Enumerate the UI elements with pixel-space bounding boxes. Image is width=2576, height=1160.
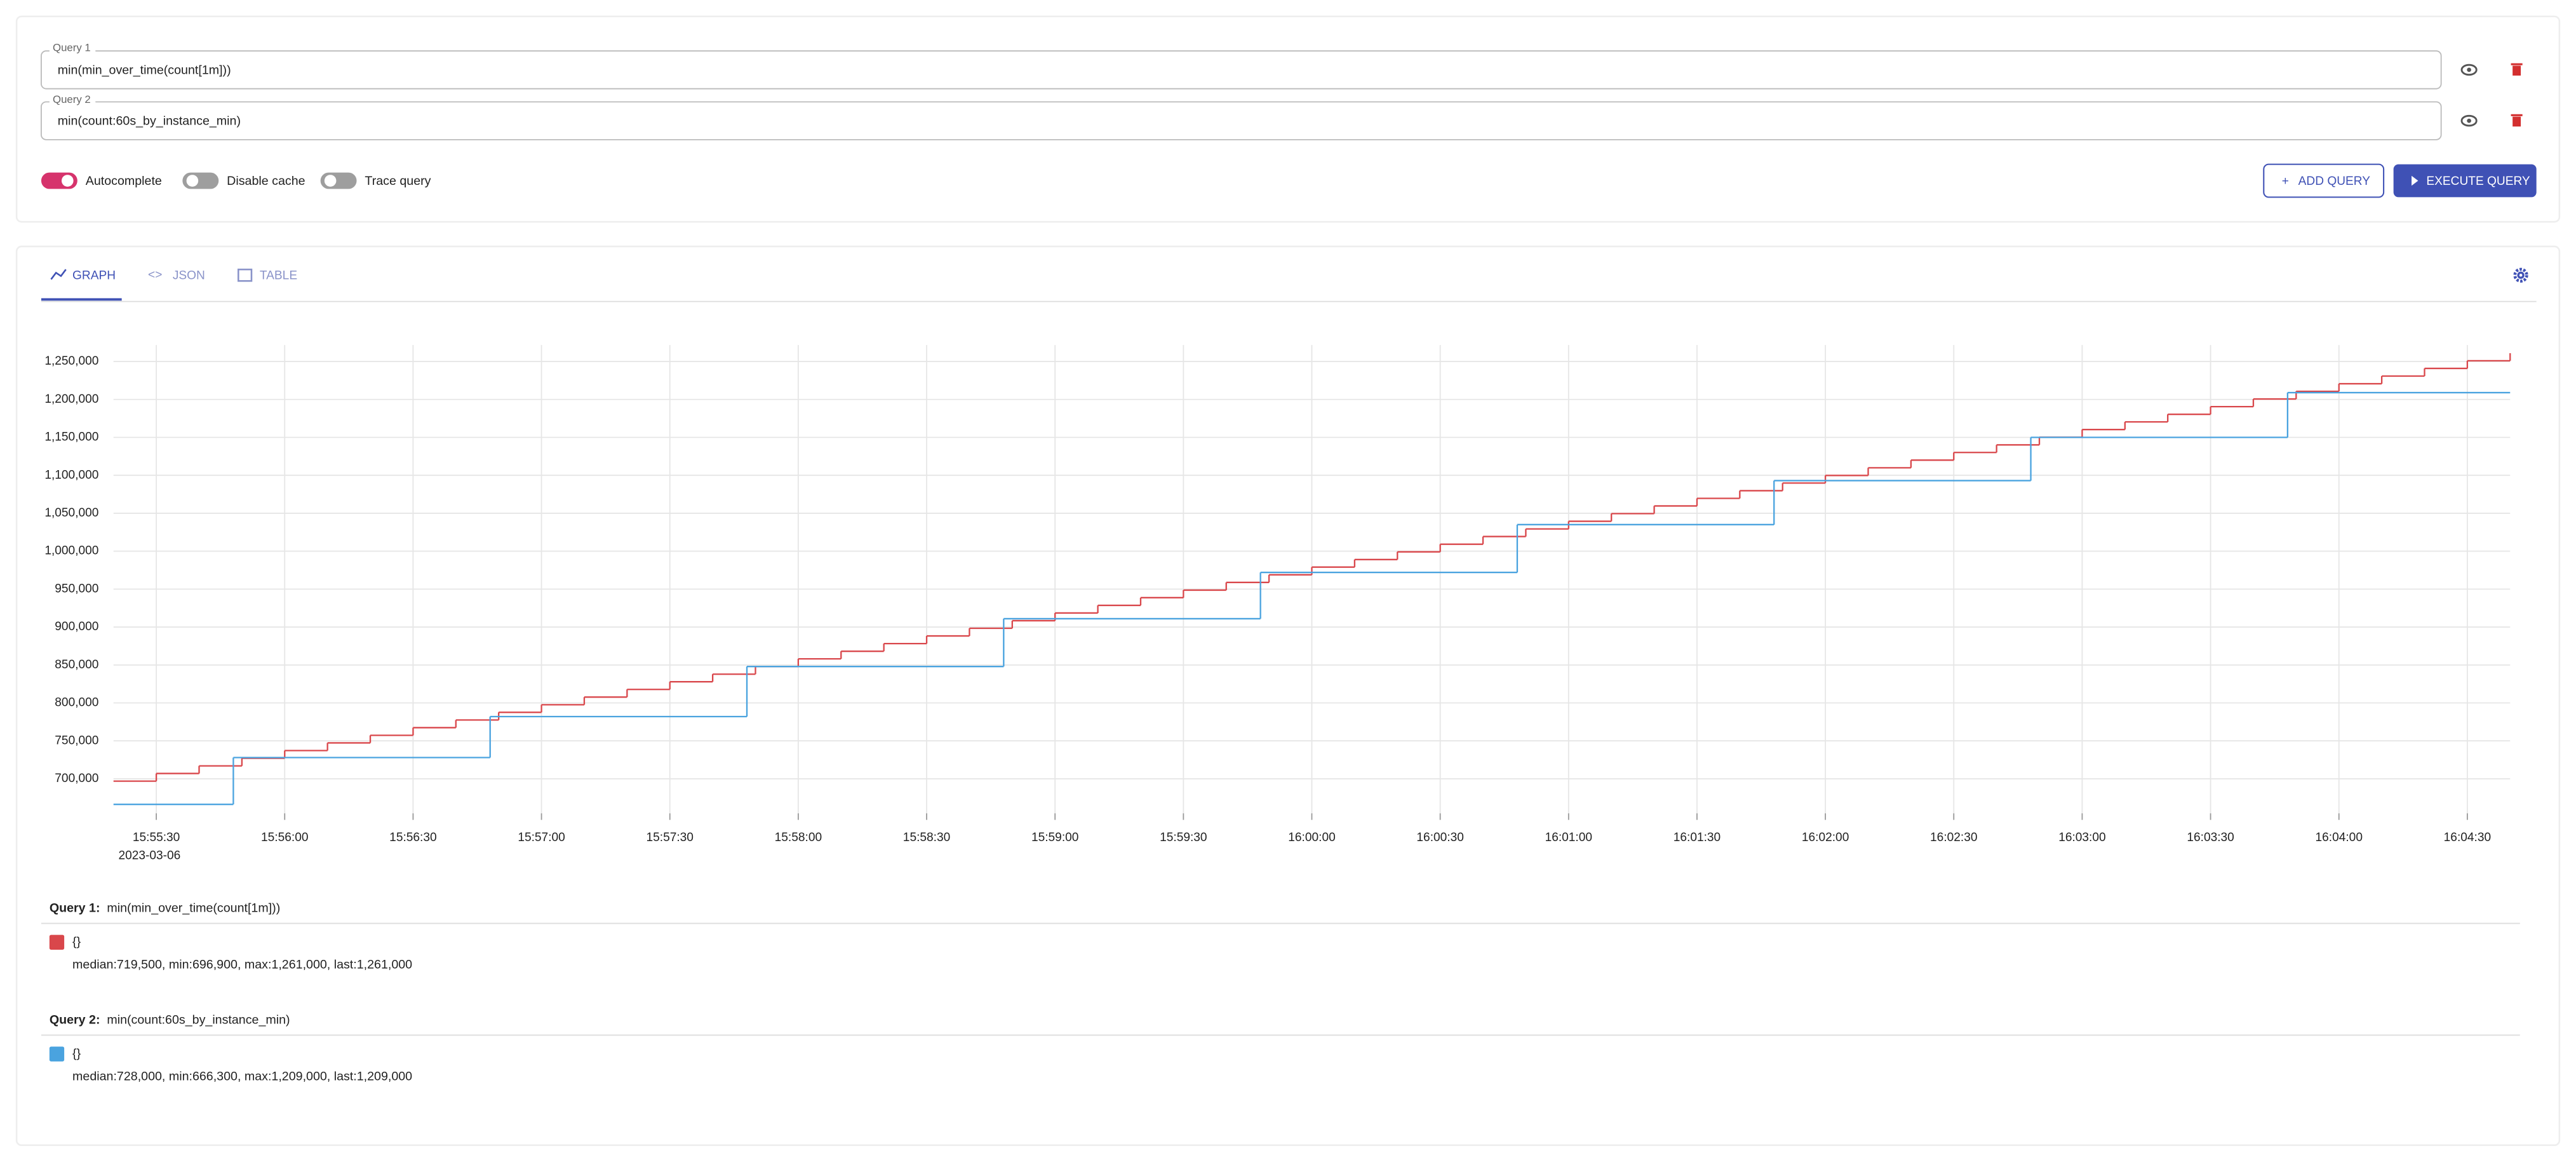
y-tick-label: 1,200,000 [44, 393, 98, 406]
x-tick-label: 16:03:30 [2187, 831, 2234, 844]
toggle-knob [61, 175, 74, 187]
query-expr: min(min_over_time(count[1m])) [58, 63, 231, 77]
query-expr: min(count:60s_by_instance_min) [58, 114, 241, 128]
eye-icon[interactable] [2460, 64, 2478, 76]
y-tick-label: 1,150,000 [44, 431, 98, 444]
x-tick-label: 15:57:30 [647, 831, 694, 844]
delete-icon[interactable] [2511, 63, 2523, 76]
add-query-button[interactable] [2263, 163, 2385, 198]
toggles: Autocomplete Disable cache Trace query [41, 172, 431, 189]
x-tick-label: 15:59:00 [1031, 831, 1078, 844]
label-bg [49, 93, 96, 105]
x-tick-label: 15:59:30 [1160, 831, 1207, 844]
tab[interactable]: JSON [173, 269, 205, 283]
y-tick-label: 750,000 [55, 734, 98, 747]
tab[interactable]: GRAPH [72, 269, 116, 283]
x-tick-label: 16:04:00 [2316, 831, 2363, 844]
toggle-knob [186, 175, 199, 187]
legend-swatch[interactable] [49, 934, 65, 950]
toggle-label: Trace query [365, 174, 431, 188]
legend-query: min(count:60s_by_instance_min) [107, 1013, 290, 1027]
code-icon: <> [148, 268, 162, 281]
y-tick-label: 1,250,000 [44, 354, 98, 368]
query-label: Query 1 [53, 42, 91, 54]
table-icon [237, 268, 253, 282]
query-input[interactable] [41, 50, 2442, 90]
query-input[interactable] [41, 101, 2442, 140]
legend-series-name: {} [72, 934, 81, 948]
legend-query: min(min_over_time(count[1m])) [107, 901, 280, 915]
legend-swatch[interactable] [49, 1046, 65, 1062]
y-tick-label: 950,000 [55, 582, 98, 595]
x-tick-label: 15:58:30 [903, 831, 950, 844]
delete-icon[interactable] [2511, 114, 2523, 127]
legend-series-name: {} [72, 1046, 81, 1060]
legend-title: Query 1: [50, 901, 100, 915]
plot: 700,000 750,000 800,000 850,000 900,000 950,0… [44, 345, 2511, 844]
x-tick-label: 15:56:00 [261, 831, 308, 844]
button-label: EXECUTE QUERY [2426, 175, 2530, 188]
execute-button[interactable] [2393, 164, 2537, 198]
plus-icon: + [2282, 175, 2289, 188]
y-tick-label: 800,000 [55, 696, 98, 710]
y-tick-label: 700,000 [55, 772, 98, 785]
x-tick-label: 16:00:00 [1288, 831, 1335, 844]
legend-title: Query 2: [50, 1013, 100, 1027]
toggle-knob [324, 175, 337, 187]
y-tick-label: 1,100,000 [44, 468, 98, 482]
x-tick-label: 15:58:00 [775, 831, 822, 844]
play-icon [2412, 175, 2418, 186]
x-tick-label: 16:02:00 [1802, 831, 1849, 844]
x-tick-label: 15:57:00 [518, 831, 565, 844]
y-tick-label: 900,000 [55, 620, 98, 633]
toggle-label: Autocomplete [86, 174, 162, 188]
x-tick-label: 16:02:30 [1930, 831, 1977, 844]
x-tick-label: 16:01:30 [1674, 831, 1721, 844]
x-tick-label: 16:00:30 [1416, 831, 1463, 844]
x-tick-label: 16:01:00 [1545, 831, 1592, 844]
y-tick-label: 1,000,000 [44, 544, 98, 558]
query-label: Query 2 [53, 93, 91, 105]
x-tick-label: 16:03:00 [2058, 831, 2105, 844]
date-label: 2023-03-06 [118, 849, 180, 863]
result-card [15, 245, 2561, 1147]
button-label: ADD QUERY [2298, 175, 2371, 188]
legend-stats: median:728,000, min:666,300, max:1,209,0… [72, 1070, 412, 1084]
x-tick-label: 16:04:30 [2444, 831, 2491, 844]
y-tick-label: 850,000 [55, 658, 98, 671]
graph-icon [50, 269, 67, 280]
eye-icon[interactable] [2460, 114, 2478, 127]
y-tick-label: 1,050,000 [44, 506, 98, 520]
legend-stats: median:719,500, min:696,900, max:1,261,0… [72, 958, 412, 972]
x-tick-label: 15:56:30 [389, 831, 436, 844]
tab[interactable]: TABLE [260, 269, 297, 283]
x-tick-label: 15:55:30 [133, 831, 180, 844]
toggle-label: Disable cache [227, 174, 305, 188]
legend: Query 1: min(min_over_time(count[1m])) {} m… [41, 901, 2520, 1084]
label-bg [49, 43, 96, 55]
tab-indicator [41, 298, 122, 301]
